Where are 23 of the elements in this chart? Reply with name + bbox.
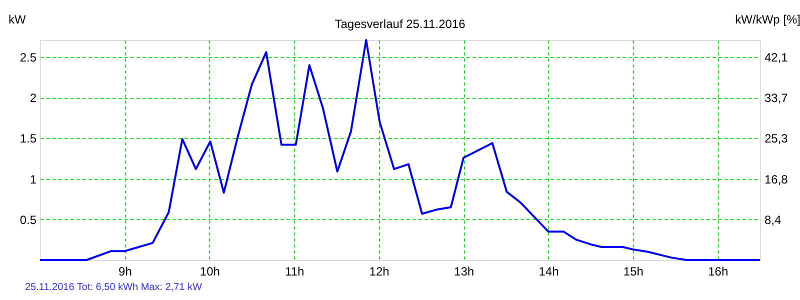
y2-tick-label: 16,8: [764, 172, 788, 186]
y2-axis-title: kW/kWp [%]: [735, 12, 800, 26]
x-tick-label: 16h: [708, 264, 728, 278]
y-axis-title: kW: [8, 12, 26, 26]
x-tick-label: 10h: [200, 264, 220, 278]
chart-title: Tagesverlauf 25.11.2016: [334, 17, 466, 31]
text: 25.11.2016 Tot: 6,50 kWh Max: 2,71 kW: [25, 282, 203, 293]
y-tick-label: 2.5: [20, 50, 37, 65]
y-tick-label: 2: [30, 91, 37, 106]
y2-tick-label: 33,7: [764, 90, 788, 105]
line-series: [39, 39, 761, 261]
x-tick-label: 14h: [538, 264, 559, 278]
y-tick-label: 1.5: [20, 132, 37, 146]
x-tick-label: 15h: [623, 264, 644, 278]
y-tick-label: 1: [30, 172, 37, 186]
x-tick-label: 11h: [285, 264, 304, 278]
y2-tick-label: 42,1: [764, 50, 788, 64]
x-tick-label: 9h: [118, 264, 132, 278]
y-tick-label: 0.5: [20, 212, 37, 227]
x-tick-label: 13h: [454, 264, 474, 278]
y2-tick-label: 8,4: [764, 212, 782, 227]
x-tick-label: 12h: [369, 264, 390, 278]
y2-tick-label: 25,3: [764, 131, 788, 146]
